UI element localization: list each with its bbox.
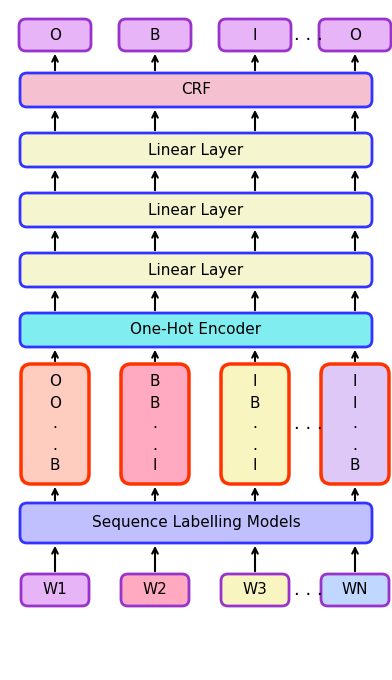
Text: Sequence Labelling Models: Sequence Labelling Models xyxy=(92,515,300,530)
Text: Linear Layer: Linear Layer xyxy=(149,143,243,158)
FancyBboxPatch shape xyxy=(21,574,89,606)
FancyBboxPatch shape xyxy=(21,364,89,484)
Text: . . .: . . . xyxy=(294,415,322,433)
FancyBboxPatch shape xyxy=(121,574,189,606)
FancyBboxPatch shape xyxy=(319,19,391,51)
Text: One-Hot Encoder: One-Hot Encoder xyxy=(131,322,261,337)
Text: Linear Layer: Linear Layer xyxy=(149,262,243,277)
Text: B
B
.
.
I: B B . . I xyxy=(150,375,160,473)
FancyBboxPatch shape xyxy=(121,364,189,484)
Text: O: O xyxy=(49,27,61,42)
FancyBboxPatch shape xyxy=(20,133,372,167)
FancyBboxPatch shape xyxy=(219,19,291,51)
Text: B: B xyxy=(150,27,160,42)
Text: O: O xyxy=(349,27,361,42)
FancyBboxPatch shape xyxy=(221,574,289,606)
Text: . . .: . . . xyxy=(294,26,322,44)
FancyBboxPatch shape xyxy=(119,19,191,51)
FancyBboxPatch shape xyxy=(20,313,372,347)
Text: W3: W3 xyxy=(243,583,267,598)
Text: I: I xyxy=(253,27,257,42)
FancyBboxPatch shape xyxy=(20,193,372,227)
FancyBboxPatch shape xyxy=(20,253,372,287)
FancyBboxPatch shape xyxy=(221,364,289,484)
Text: I
B
.
.
I: I B . . I xyxy=(250,375,260,473)
Text: WN: WN xyxy=(342,583,368,598)
Text: I
I
.
.
B: I I . . B xyxy=(350,375,360,473)
FancyBboxPatch shape xyxy=(321,364,389,484)
FancyBboxPatch shape xyxy=(20,503,372,543)
FancyBboxPatch shape xyxy=(20,73,372,107)
Text: CRF: CRF xyxy=(181,82,211,97)
Text: O
O
.
.
B: O O . . B xyxy=(49,375,61,473)
Text: . . .: . . . xyxy=(294,581,322,599)
Text: W2: W2 xyxy=(143,583,167,598)
Text: Linear Layer: Linear Layer xyxy=(149,203,243,218)
FancyBboxPatch shape xyxy=(321,574,389,606)
Text: W1: W1 xyxy=(43,583,67,598)
FancyBboxPatch shape xyxy=(19,19,91,51)
